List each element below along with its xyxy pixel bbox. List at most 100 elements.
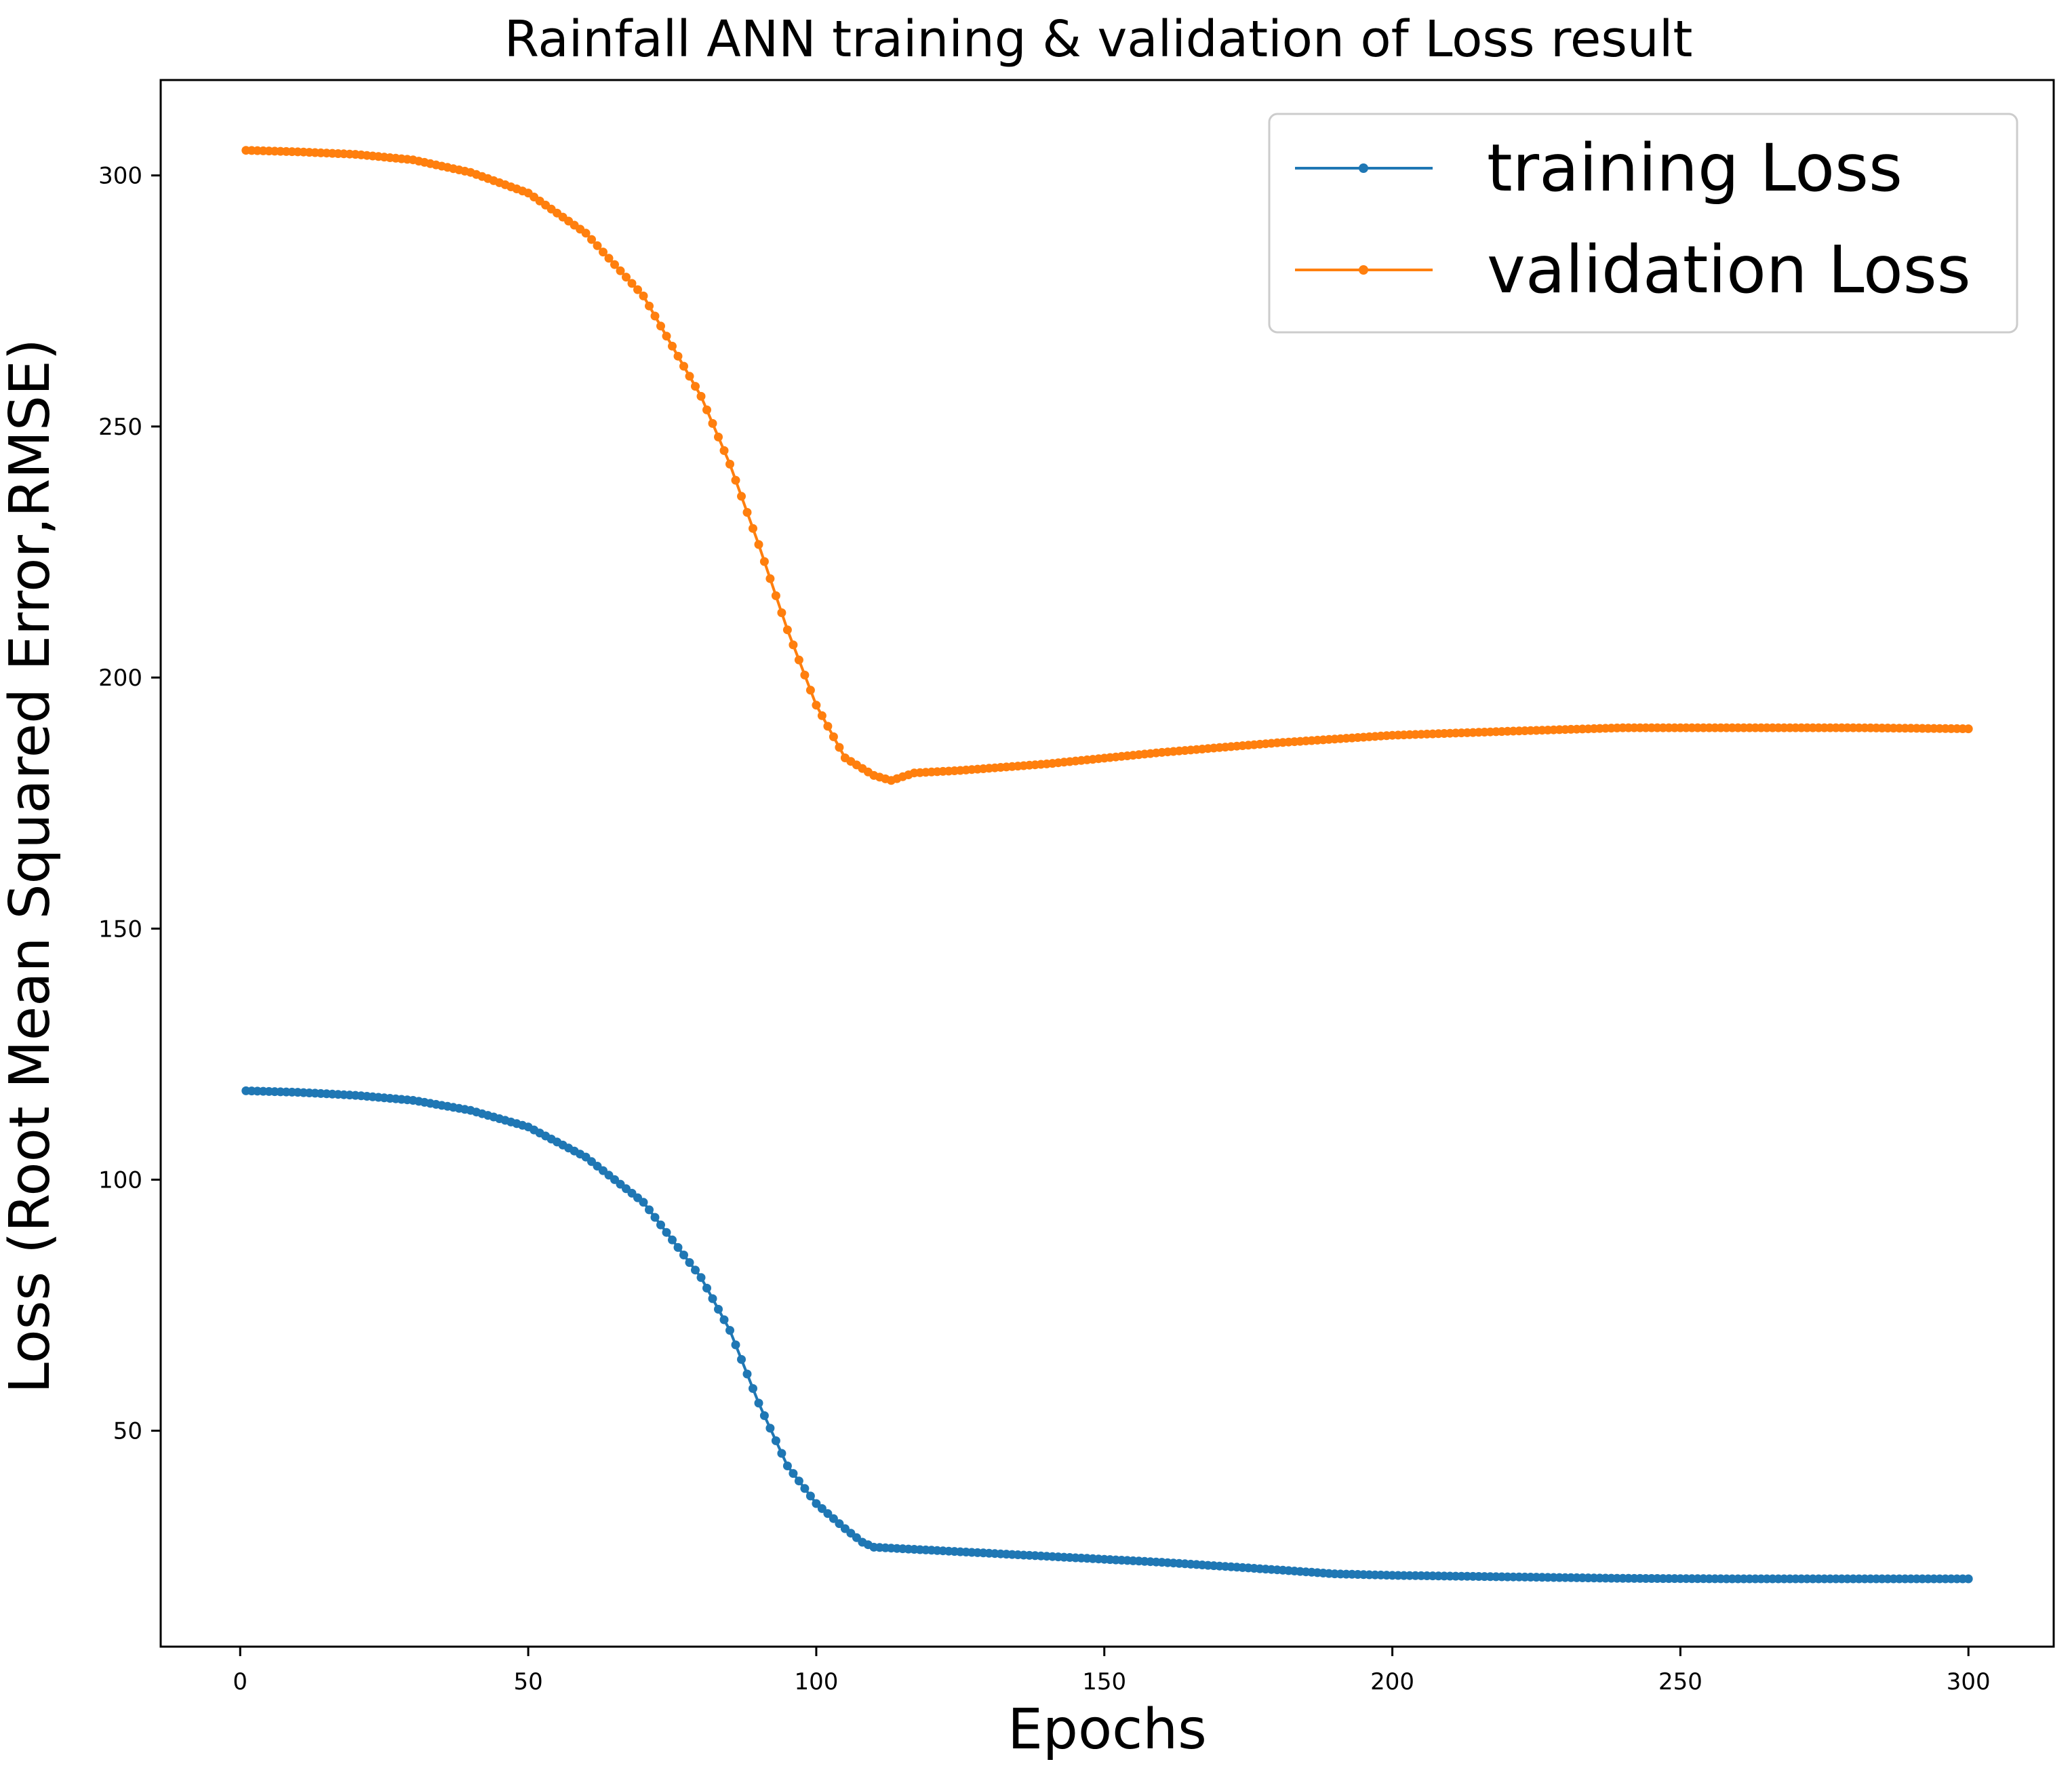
validation-loss-point <box>759 557 769 566</box>
validation-loss-point <box>650 311 660 321</box>
validation-loss-point <box>805 686 815 695</box>
validation-loss-point <box>782 625 792 635</box>
validation-loss-point <box>749 524 757 533</box>
training-loss-point <box>702 1283 711 1293</box>
validation-loss-point <box>708 418 717 428</box>
training-loss-point <box>749 1384 757 1393</box>
training-loss-legend-marker <box>1359 163 1368 173</box>
validation-loss-series <box>241 146 1973 785</box>
validation-loss-point <box>696 391 706 401</box>
plot-area-frame <box>159 79 2055 1648</box>
validation-loss-point <box>581 229 591 238</box>
validation-loss-point <box>817 711 826 720</box>
validation-loss-point <box>714 432 723 442</box>
validation-loss-point <box>812 701 821 710</box>
validation-loss-legend-label: validation Loss <box>1487 232 1971 308</box>
x-tick-label: 150 <box>1082 1668 1126 1695</box>
training-loss-point <box>673 1242 683 1252</box>
validation-loss-point <box>610 260 619 269</box>
validation-loss-point <box>627 279 637 288</box>
training-loss-point <box>696 1273 706 1282</box>
training-loss-point <box>737 1355 746 1364</box>
x-tick-label: 100 <box>794 1668 838 1695</box>
validation-loss-point <box>742 508 752 517</box>
training-loss-point <box>789 1469 798 1478</box>
x-tick-label: 250 <box>1658 1668 1702 1695</box>
training-loss-point <box>812 1499 821 1508</box>
validation-loss-point <box>725 459 734 469</box>
validation-loss-point <box>765 574 775 583</box>
training-loss-legend-label: training Loss <box>1487 130 1902 206</box>
training-loss-point <box>805 1491 815 1501</box>
validation-loss-point <box>587 235 596 244</box>
validation-loss-point <box>719 446 729 455</box>
validation-loss-point <box>737 492 746 501</box>
y-tick-label: 250 <box>98 414 142 441</box>
validation-loss-point <box>829 732 838 741</box>
training-loss-point <box>823 1509 833 1518</box>
validation-loss-point <box>668 341 677 351</box>
axes-layer: 0 50 100 150 200 250 300 50 100 150 200 250 300 <box>98 163 1991 1695</box>
y-tick-label: 100 <box>98 1166 142 1194</box>
validation-loss-point <box>702 405 711 414</box>
validation-loss-point <box>604 254 614 263</box>
validation-loss-point <box>789 640 798 650</box>
training-loss-point <box>685 1258 694 1268</box>
validation-loss-point <box>679 361 688 371</box>
training-loss-point <box>1964 1574 1973 1584</box>
training-loss-point <box>754 1398 763 1408</box>
y-tick-label: 150 <box>98 916 142 943</box>
validation-loss-point <box>777 608 786 617</box>
training-loss-point <box>771 1436 780 1445</box>
x-tick-label: 200 <box>1370 1668 1414 1695</box>
validation-loss-point <box>645 301 654 311</box>
training-loss-point <box>782 1462 792 1470</box>
legend: training Loss validation Loss <box>1268 113 2018 334</box>
validation-loss-point <box>639 291 648 300</box>
training-loss-point <box>800 1484 810 1493</box>
training-loss-point <box>714 1305 723 1314</box>
training-loss-point <box>765 1424 775 1433</box>
training-loss-point <box>794 1476 803 1486</box>
validation-loss-point <box>754 540 763 549</box>
validation-loss-legend-marker <box>1359 265 1368 275</box>
y-axis-label: Loss (Root Mean Squared Error,RMSE) <box>0 338 62 1394</box>
validation-loss-point <box>771 591 780 600</box>
legend-box <box>1268 113 2018 334</box>
validation-loss-point <box>823 722 833 731</box>
training-loss-point <box>817 1504 826 1513</box>
validation-loss-point <box>622 273 631 282</box>
training-loss-point <box>742 1369 752 1379</box>
validation-loss-point <box>731 475 740 485</box>
validation-loss-point <box>1964 724 1973 734</box>
training-loss-point <box>691 1266 700 1275</box>
training-loss-point <box>835 1519 844 1529</box>
validation-loss-point <box>616 266 625 275</box>
validation-loss-point <box>633 285 642 294</box>
validation-loss-point <box>656 321 665 331</box>
y-tick-label: 50 <box>113 1418 142 1445</box>
x-axis-label: Epochs <box>1008 1698 1207 1762</box>
training-loss-point <box>679 1251 688 1259</box>
validation-loss-point <box>800 670 810 680</box>
y-tick-label: 200 <box>98 665 142 692</box>
chart-title: Rainfall ANN training & validation of Lo… <box>504 10 1693 68</box>
x-tick-label: 300 <box>1947 1668 1991 1695</box>
training-loss-point <box>719 1315 729 1325</box>
series-layer <box>241 146 1973 1584</box>
training-loss-point <box>650 1213 660 1222</box>
training-loss-point <box>645 1205 654 1215</box>
x-tick-label: 0 <box>233 1668 247 1695</box>
training-loss-point <box>662 1228 671 1237</box>
y-tick-label: 300 <box>98 163 142 190</box>
validation-loss-point <box>691 382 700 391</box>
training-loss-point <box>777 1449 786 1458</box>
x-tick-label: 50 <box>513 1668 542 1695</box>
training-loss-point <box>656 1220 665 1230</box>
validation-loss-point <box>662 332 671 341</box>
training-loss-point <box>731 1340 740 1350</box>
training-loss-point <box>829 1514 838 1523</box>
training-loss-point <box>668 1235 677 1244</box>
